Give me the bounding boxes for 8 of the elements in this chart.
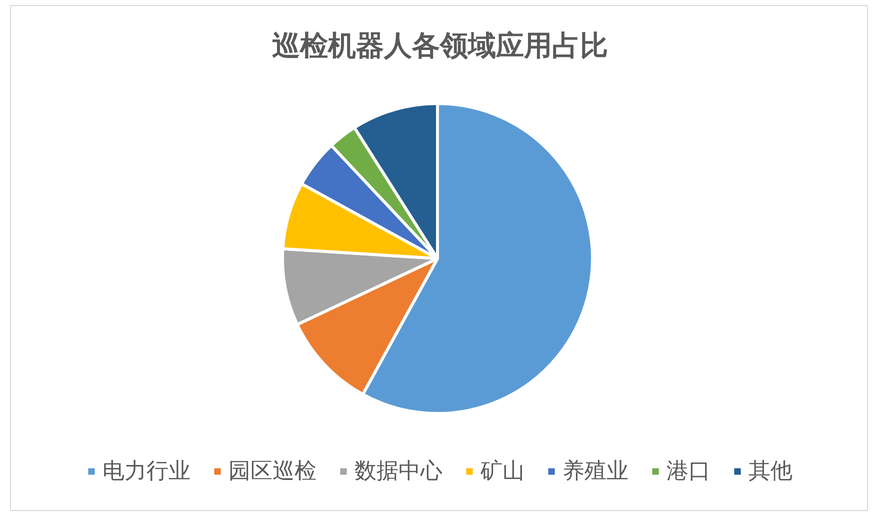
legend-label: 矿山	[480, 458, 524, 486]
legend-label: 养殖业	[562, 458, 628, 486]
chart-title: 巡检机器人各领域应用占比	[272, 29, 608, 62]
legend-label: 港口	[666, 458, 710, 486]
legend-label: 园区巡检	[228, 458, 316, 486]
legend-label: 数据中心	[354, 458, 442, 486]
legend-label: 电力行业	[102, 458, 190, 486]
legend-label: 其他	[748, 458, 792, 486]
